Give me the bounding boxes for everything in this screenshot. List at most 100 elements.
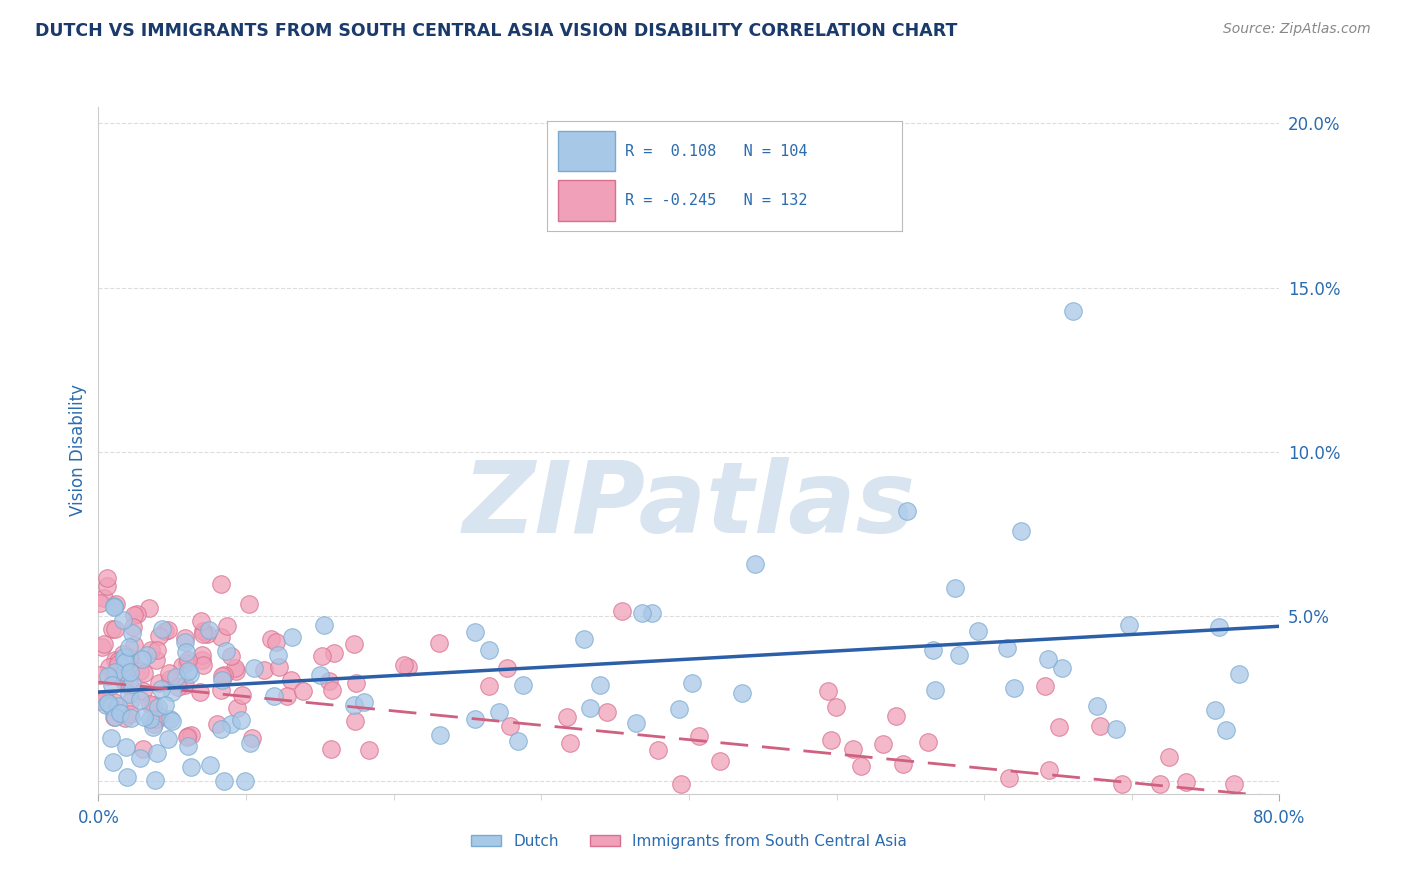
Point [96, 579, 118, 593]
Point [322, 646, 344, 660]
Point [159, 672, 181, 686]
Point [744, 557, 766, 571]
Point [122, 638, 145, 652]
Point [343, 637, 366, 651]
Point [132, 684, 155, 698]
Point [488, 706, 510, 720]
Point [93, 638, 115, 652]
Point [1174, 775, 1197, 789]
Point [120, 706, 142, 721]
Point [596, 705, 619, 719]
Point [209, 722, 232, 736]
Point [1227, 666, 1250, 681]
Point [392, 657, 415, 672]
Point [148, 709, 170, 723]
Point [820, 733, 842, 747]
Point [134, 666, 156, 681]
Point [115, 770, 138, 784]
Point [1223, 777, 1246, 791]
Point [427, 636, 450, 650]
Point [730, 686, 752, 700]
Point [1208, 620, 1230, 634]
Point [104, 653, 127, 667]
Point [219, 717, 242, 731]
Point [292, 683, 315, 698]
Point [100, 731, 122, 745]
Point [101, 623, 124, 637]
Point [233, 773, 256, 788]
Point [122, 607, 145, 622]
Point [141, 643, 163, 657]
Point [104, 622, 127, 636]
Point [191, 624, 214, 638]
Y-axis label: Vision Disability: Vision Disability [69, 384, 87, 516]
Point [103, 600, 125, 615]
Point [259, 632, 281, 646]
Point [132, 742, 155, 756]
Point [817, 683, 839, 698]
Point [825, 699, 848, 714]
Point [180, 759, 202, 773]
Point [342, 698, 364, 713]
Point [200, 758, 222, 772]
Point [896, 504, 918, 518]
Point [125, 607, 148, 621]
Point [157, 623, 180, 637]
Point [173, 631, 195, 645]
Point [948, 648, 970, 663]
Point [145, 712, 167, 726]
Point [508, 733, 530, 747]
Point [177, 664, 200, 678]
Point [205, 717, 228, 731]
Point [359, 743, 381, 757]
Point [1035, 679, 1057, 693]
Point [1050, 661, 1073, 675]
Point [107, 699, 129, 714]
Point [118, 640, 141, 655]
Point [309, 667, 332, 681]
Point [195, 627, 218, 641]
Point [142, 720, 165, 734]
Point [997, 640, 1019, 655]
Legend: Dutch, Immigrants from South Central Asia: Dutch, Immigrants from South Central Asi… [464, 828, 914, 855]
Point [160, 685, 183, 699]
Point [112, 647, 135, 661]
Point [921, 643, 943, 657]
Point [138, 601, 160, 615]
Point [142, 698, 165, 712]
Point [157, 731, 180, 746]
Point [174, 645, 197, 659]
Point [97, 696, 120, 710]
Point [226, 700, 249, 714]
Point [153, 624, 176, 638]
Point [215, 618, 238, 632]
Point [555, 710, 578, 724]
Point [239, 736, 262, 750]
Point [129, 751, 152, 765]
Point [104, 710, 127, 724]
Point [211, 673, 233, 687]
Point [136, 648, 159, 662]
Point [179, 667, 201, 681]
Point [101, 678, 124, 692]
Point [138, 712, 160, 726]
Point [1105, 723, 1128, 737]
Point [1204, 703, 1226, 717]
Point [118, 687, 141, 701]
Point [209, 682, 232, 697]
Point [103, 695, 125, 709]
Point [138, 697, 160, 711]
Point [884, 708, 907, 723]
Point [103, 755, 125, 769]
Point [669, 777, 692, 791]
Point [579, 700, 602, 714]
Point [176, 730, 198, 744]
Point [93, 591, 115, 606]
Point [120, 711, 142, 725]
Point [688, 729, 710, 743]
Point [107, 654, 129, 668]
Point [209, 577, 232, 591]
Point [849, 758, 872, 772]
Point [311, 648, 333, 663]
Point [146, 700, 169, 714]
